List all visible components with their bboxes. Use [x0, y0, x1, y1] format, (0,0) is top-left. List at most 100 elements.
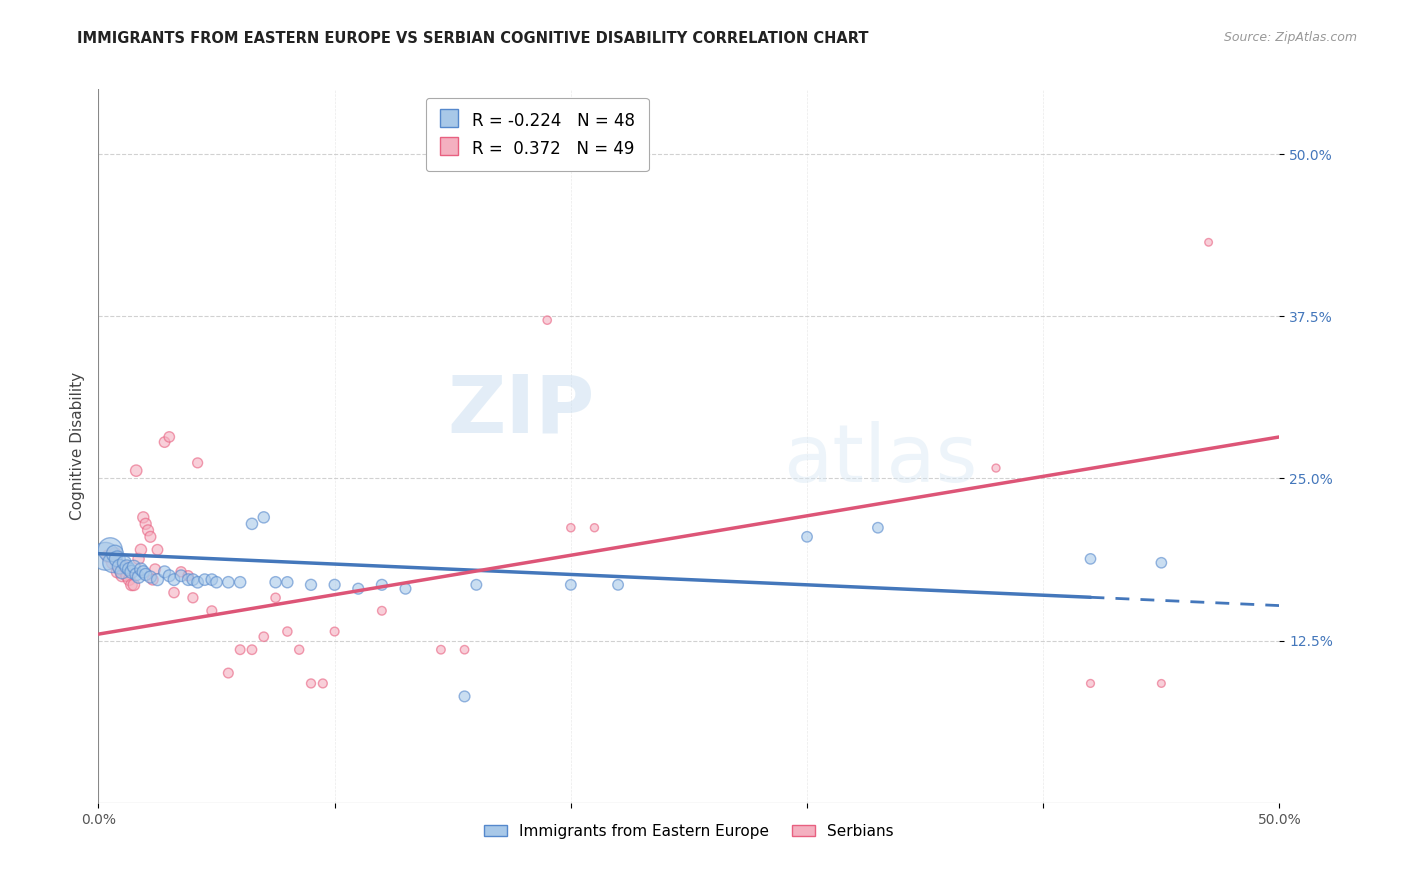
Point — [253, 510, 276, 524]
Point — [163, 585, 186, 599]
Point — [1198, 235, 1220, 250]
Point — [177, 573, 200, 587]
Point — [128, 552, 150, 566]
Point — [347, 582, 370, 596]
Point — [146, 573, 169, 587]
Point — [143, 562, 166, 576]
Point — [240, 516, 263, 531]
Point — [536, 313, 558, 327]
Point — [105, 565, 128, 579]
Point — [560, 521, 582, 535]
Point — [94, 549, 117, 564]
Point — [104, 547, 127, 561]
Point — [122, 559, 145, 574]
Point — [115, 568, 138, 582]
Point — [108, 559, 131, 574]
Point — [276, 575, 298, 590]
Point — [299, 578, 322, 592]
Point — [430, 642, 453, 657]
Point — [125, 567, 148, 582]
Point — [181, 573, 204, 587]
Point — [276, 624, 298, 639]
Point — [101, 556, 124, 570]
Point — [984, 461, 1007, 475]
Point — [205, 575, 228, 590]
Point — [112, 559, 135, 574]
Point — [125, 464, 148, 478]
Point — [153, 565, 176, 579]
Point — [394, 582, 416, 596]
Text: atlas: atlas — [783, 421, 977, 500]
Point — [105, 552, 128, 566]
Point — [229, 575, 252, 590]
Point — [371, 578, 394, 592]
Point — [187, 575, 209, 590]
Point — [122, 578, 145, 592]
Point — [299, 676, 322, 690]
Point — [139, 530, 162, 544]
Point — [157, 568, 180, 582]
Text: Source: ZipAtlas.com: Source: ZipAtlas.com — [1223, 31, 1357, 45]
Point — [121, 565, 143, 579]
Point — [111, 568, 134, 582]
Point — [264, 591, 287, 605]
Point — [560, 578, 582, 592]
Point — [187, 456, 209, 470]
Point — [194, 573, 217, 587]
Point — [323, 578, 346, 592]
Point — [136, 524, 159, 538]
Point — [132, 565, 155, 579]
Point — [181, 591, 204, 605]
Point — [139, 570, 162, 584]
Point — [323, 624, 346, 639]
Point — [121, 578, 143, 592]
Point — [453, 642, 475, 657]
Point — [264, 575, 287, 590]
Point — [796, 530, 818, 544]
Point — [97, 549, 120, 564]
Legend: Immigrants from Eastern Europe, Serbians: Immigrants from Eastern Europe, Serbians — [478, 818, 900, 845]
Point — [607, 578, 630, 592]
Point — [170, 565, 193, 579]
Point — [1080, 552, 1102, 566]
Point — [129, 542, 152, 557]
Y-axis label: Cognitive Disability: Cognitive Disability — [69, 372, 84, 520]
Point — [201, 573, 224, 587]
Point — [1150, 556, 1173, 570]
Point — [132, 510, 155, 524]
Point — [104, 547, 127, 561]
Point — [153, 435, 176, 450]
Point — [240, 642, 263, 657]
Point — [1080, 676, 1102, 690]
Text: ZIP: ZIP — [447, 371, 595, 450]
Point — [229, 642, 252, 657]
Point — [129, 562, 152, 576]
Point — [98, 542, 121, 557]
Text: IMMIGRANTS FROM EASTERN EUROPE VS SERBIAN COGNITIVE DISABILITY CORRELATION CHART: IMMIGRANTS FROM EASTERN EUROPE VS SERBIA… — [77, 31, 869, 46]
Point — [312, 676, 335, 690]
Point — [1150, 676, 1173, 690]
Point — [583, 521, 606, 535]
Point — [118, 573, 141, 587]
Point — [128, 570, 150, 584]
Point — [157, 430, 180, 444]
Point — [115, 559, 138, 574]
Point — [465, 578, 488, 592]
Point — [371, 604, 394, 618]
Point — [111, 565, 134, 579]
Point — [201, 604, 224, 618]
Point — [217, 666, 239, 681]
Point — [108, 562, 131, 576]
Point — [135, 516, 157, 531]
Point — [866, 521, 889, 535]
Point — [142, 573, 165, 587]
Point — [146, 542, 169, 557]
Point — [101, 556, 124, 570]
Point — [118, 562, 141, 576]
Point — [135, 567, 157, 582]
Point — [112, 556, 135, 570]
Point — [217, 575, 239, 590]
Point — [163, 573, 186, 587]
Point — [177, 568, 200, 582]
Point — [170, 568, 193, 582]
